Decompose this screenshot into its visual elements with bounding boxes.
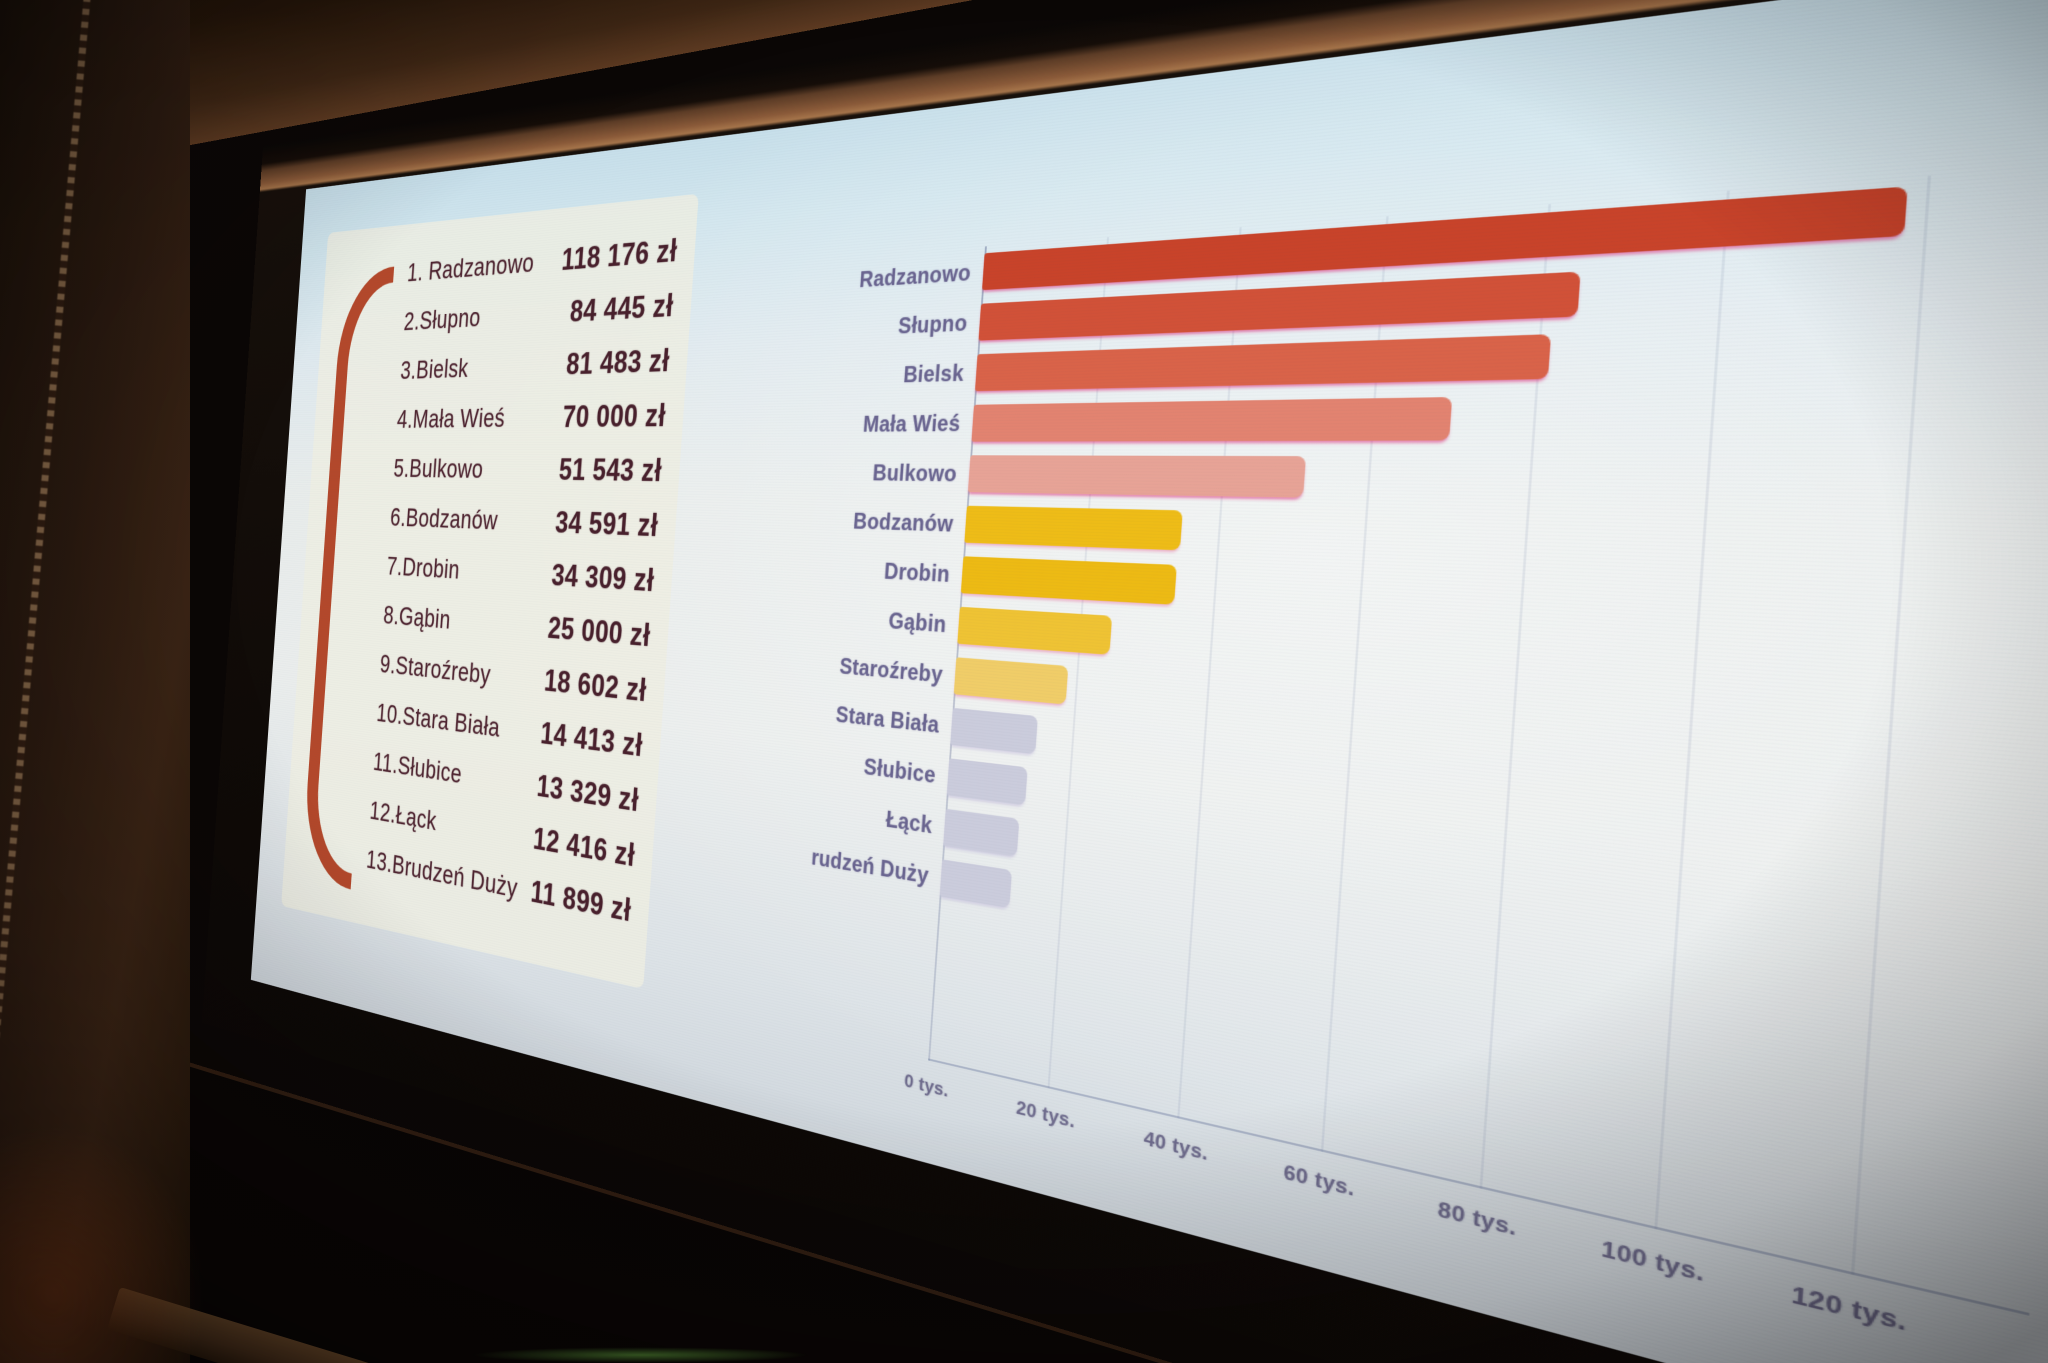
bar xyxy=(967,455,1307,498)
bar xyxy=(971,396,1452,442)
bar xyxy=(943,808,1019,857)
bar xyxy=(939,859,1013,909)
x-tick-label: 120 tys. xyxy=(1790,1281,1908,1338)
bar xyxy=(946,758,1029,806)
bar-label: Bulkowo xyxy=(872,460,958,486)
bar xyxy=(953,657,1068,705)
slide: 1. Radzanowo 118 176 zł 2.Słupno 84 445 … xyxy=(250,0,2048,1363)
chart-rows: Radzanowo Słupno Bielsk Mała Wieś Bulkow… xyxy=(651,163,2048,1092)
x-tick-label: 0 tys. xyxy=(903,1070,950,1102)
bar-label: Drobin xyxy=(883,558,951,587)
bar-label: Radzanowo xyxy=(858,259,972,292)
x-tick-label: 20 tys. xyxy=(1015,1097,1076,1133)
bar xyxy=(964,505,1183,551)
bar xyxy=(960,556,1178,605)
bar-label: Bodzanów xyxy=(852,508,955,536)
green-reflection xyxy=(470,1347,810,1363)
x-tick-label: 60 tys. xyxy=(1282,1160,1356,1202)
bar-chart: Radzanowo Słupno Bielsk Mała Wieś Bulkow… xyxy=(251,0,2048,1363)
bar-track xyxy=(971,388,2016,442)
x-tick-label: 100 tys. xyxy=(1600,1236,1706,1288)
bar xyxy=(950,707,1039,755)
bar-label: Mała Wieś xyxy=(862,410,962,436)
bar-label: Bielsk xyxy=(902,360,965,387)
x-tick-label: 80 tys. xyxy=(1437,1197,1518,1242)
bar-label: Słupno xyxy=(897,309,969,338)
x-tick-label: 40 tys. xyxy=(1142,1127,1209,1166)
bar xyxy=(957,606,1113,655)
